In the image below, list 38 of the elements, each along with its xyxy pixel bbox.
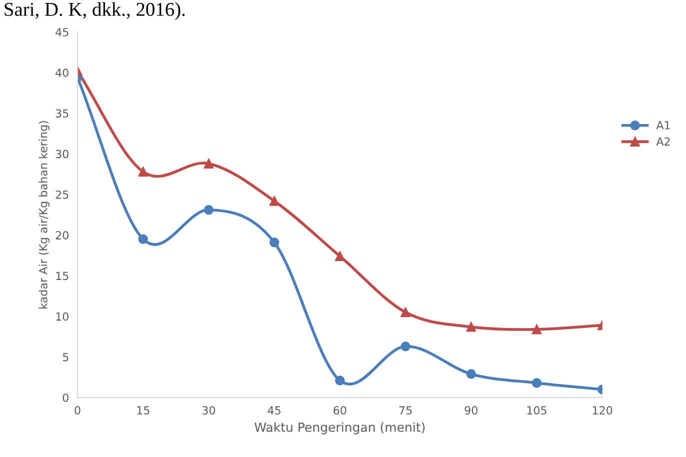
y-tick-label: 0 — [62, 394, 68, 402]
point — [138, 166, 148, 177]
x-tick-label: 90 — [464, 406, 478, 415]
point — [532, 378, 542, 388]
x-tick-label: 75 — [399, 406, 412, 415]
legend-label: A1 — [656, 121, 670, 130]
y-tick-label: 45 — [56, 28, 68, 36]
x-tick-label: 105 — [527, 406, 546, 415]
y-tick-label: 10 — [56, 312, 68, 321]
text: Sari, D. K, dkk., 2016). — [4, 2, 185, 20]
point — [335, 251, 345, 262]
point — [400, 307, 410, 318]
point — [466, 369, 476, 379]
y-tick-label: 15 — [56, 272, 68, 280]
point — [400, 342, 410, 352]
y-axis-title: kadar Air (Kg air/Kg bahan kering) — [38, 121, 50, 308]
point — [532, 324, 542, 334]
point — [204, 158, 214, 168]
x-tick-label: 45 — [268, 406, 280, 415]
point — [204, 205, 214, 215]
x-axis-title: Waktu Pengeringan (menit) — [254, 422, 425, 434]
y-tick-label: 20 — [56, 231, 68, 240]
y-tick-label: 30 — [56, 150, 68, 158]
point — [138, 234, 148, 244]
y-tick-label: 5 — [62, 353, 68, 362]
x-tick-label: 120 — [592, 406, 612, 415]
point — [335, 376, 345, 386]
y-tick-label: 35 — [56, 109, 68, 118]
x-tick-label: 60 — [334, 406, 346, 415]
point — [269, 238, 280, 248]
x-tick-label: 0 — [74, 406, 80, 415]
y-tick-label: 25 — [56, 190, 68, 199]
y-tick-label: 40 — [56, 68, 68, 77]
point — [269, 196, 280, 206]
x-tick-label: 30 — [202, 406, 216, 415]
point — [466, 322, 476, 332]
legend-label: A2 — [656, 137, 670, 146]
x-tick-label: 15 — [137, 406, 150, 415]
